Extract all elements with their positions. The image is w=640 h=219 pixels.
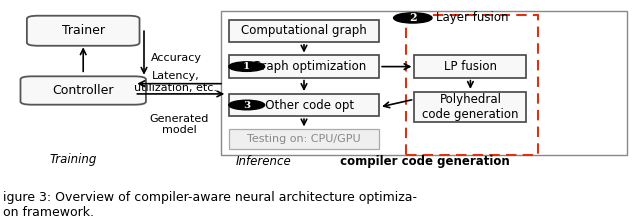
Text: Training: Training <box>50 153 97 166</box>
Bar <box>229 129 380 149</box>
Text: 1: 1 <box>243 62 250 71</box>
Circle shape <box>229 62 265 71</box>
Text: Inference: Inference <box>236 155 291 168</box>
Text: Other code opt: Other code opt <box>254 99 354 111</box>
Text: Layer fusion: Layer fusion <box>436 11 509 25</box>
Bar <box>415 55 526 78</box>
Text: igure 3: Overview of compiler-aware neural architecture optimiza-
on framework.: igure 3: Overview of compiler-aware neur… <box>3 191 417 219</box>
Text: Generated
model: Generated model <box>150 114 209 136</box>
Text: Testing on: CPU/GPU: Testing on: CPU/GPU <box>247 134 361 144</box>
Bar <box>229 94 380 116</box>
Text: LP fusion: LP fusion <box>444 60 497 73</box>
Bar <box>229 55 380 78</box>
Text: 2: 2 <box>409 12 417 23</box>
Circle shape <box>229 100 265 110</box>
Text: Controller: Controller <box>52 84 114 97</box>
Text: Trainer: Trainer <box>61 24 105 37</box>
Bar <box>229 20 380 42</box>
Text: 3: 3 <box>243 101 250 110</box>
Bar <box>221 11 627 155</box>
Text: Latency,
utilization, etc.: Latency, utilization, etc. <box>134 71 218 93</box>
Text: Polyhedral
code generation: Polyhedral code generation <box>422 93 518 121</box>
FancyBboxPatch shape <box>27 16 140 46</box>
Text: Computational graph: Computational graph <box>241 24 367 37</box>
Bar <box>406 14 538 155</box>
Circle shape <box>394 13 432 23</box>
Bar <box>415 92 526 122</box>
Text: Graph optimization: Graph optimization <box>241 60 367 73</box>
Text: Accuracy: Accuracy <box>150 53 202 63</box>
FancyBboxPatch shape <box>20 76 146 105</box>
Text: compiler code generation: compiler code generation <box>336 155 509 168</box>
